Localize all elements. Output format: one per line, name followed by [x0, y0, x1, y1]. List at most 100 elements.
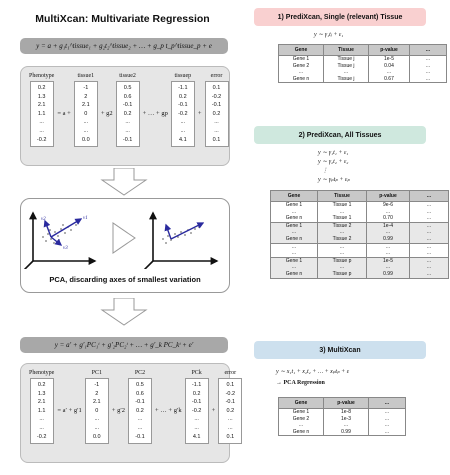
vector-cell: 0.2: [37, 85, 46, 91]
vector-cell: 4.1: [192, 433, 201, 440]
tissue1-column: tissue1 -1 2 2.1 0...... 0.0: [73, 72, 98, 148]
error-header: error: [224, 370, 237, 376]
column-header: Gene: [270, 190, 318, 202]
pca-caption: PCA, discarding axes of smallest variati…: [49, 275, 201, 284]
table-cell: Tissue 2: [317, 221, 367, 230]
vector-cell: 1.3: [37, 390, 46, 397]
pc2-header: PC2: [134, 370, 146, 376]
table-cell: ...: [270, 242, 318, 251]
ellipsis-gp-operator: + … + gp: [142, 110, 168, 118]
vector-cell: -1.1: [191, 382, 202, 388]
table-cell: ...: [368, 69, 410, 76]
transform-arrow-icon: [112, 222, 136, 254]
table-cell: ...: [366, 242, 410, 251]
table-row: Gene 2 1e-3...: [278, 415, 406, 423]
table-cell: ...: [366, 264, 410, 271]
section1-equation: y ∼ γ₁tⱼ + ε₁: [314, 32, 344, 38]
table-cell: 0.70: [366, 215, 410, 223]
vector-cell: 0.2: [226, 407, 235, 414]
pc1-column: PC1 -1 2 2.1 0...... 0.0: [84, 369, 109, 445]
table-cell: 0.99: [366, 270, 410, 279]
eigenvector-arrows-right: [164, 222, 205, 240]
table-cell: Tissue j: [323, 62, 369, 70]
phenotype-vector: 0.2 1.3 2.1 1.1...... -0.2: [29, 81, 54, 148]
table-cell: Tissue p: [317, 270, 367, 279]
section1-title: 1) PrediXcan, Single (relevant) Tissue: [277, 13, 403, 21]
tissuep-vector: -1.1 0.2 -0.1 -0.2...... 4.1: [170, 81, 195, 148]
table-cell: Gene n: [270, 235, 318, 244]
regression-equation-bar: y = a + g₁t₁^tissue₁ + g₂t₂^tissue₂ + … …: [20, 38, 228, 54]
table-cell: ...: [409, 69, 447, 76]
vector-cell: 0.2: [123, 110, 132, 117]
vector-cell: -0.2: [178, 110, 188, 117]
table-cell: 1e-3: [323, 415, 369, 423]
table-cell: ...: [317, 229, 367, 236]
vector-cell: 2.1: [37, 102, 46, 109]
table-row: ............: [270, 250, 449, 258]
table-cell: 0.67: [368, 75, 410, 84]
table-row: ............: [270, 242, 449, 251]
table-cell: 9e-6: [366, 201, 410, 209]
table-row: Gene n Tissue j 0.67...: [278, 75, 447, 84]
table-cell: Tissue j: [323, 55, 369, 63]
column-header: Tissue: [317, 190, 367, 202]
section2-eq3: y ∼ γₚtₚ + εₚ: [318, 177, 350, 183]
table-row: Gene n 0.99...: [278, 428, 406, 437]
vector-cell: 0.6: [136, 390, 144, 397]
section2-eq2: y ∼ γ₂t₂ + ε₂: [318, 159, 349, 165]
table-cell: Tissue 2: [317, 235, 367, 244]
table-cell: 0.99: [366, 235, 410, 244]
vector-cell: 0.2: [136, 407, 144, 414]
table-cell: ...: [409, 256, 449, 265]
table-row: ............: [270, 208, 449, 216]
equals-a-prime-operator: = a′ + g′1: [57, 407, 82, 415]
tissue-matrix-panel: Phenotype 0.2 1.3 2.1 1.1...... -0.2 = a + t…: [20, 66, 230, 166]
table-row: .........: [278, 422, 406, 429]
table-cell: 0.04: [368, 62, 410, 70]
table-cell: Gene 1: [278, 408, 324, 416]
table-cell: ...: [409, 215, 449, 223]
table-cell: Gene 1: [270, 201, 318, 209]
vector-cell: -0.2: [211, 93, 222, 100]
table-cell: 1e-8: [323, 408, 369, 416]
table-cell: Gene 1: [270, 256, 318, 265]
table-cell: Tissue j: [323, 75, 369, 84]
table-header-row: Gene p-value...: [278, 397, 406, 409]
vector-cell: ...: [214, 119, 219, 126]
table-row: Gene n Tissue 1 0.70...: [270, 215, 449, 223]
pc2-vector: 0.5 0.6 -0.1 0.2...... -0.1: [128, 378, 152, 445]
vector-cell: 2: [95, 390, 99, 397]
table-cell: 1e-5: [366, 256, 410, 265]
pck-header: PCk: [191, 370, 202, 376]
vector-cell: 0.2: [37, 382, 46, 388]
vector-cell: 2: [84, 93, 88, 100]
tissuep-column: tissuep -1.1 0.2 -0.1 -0.2...... 4.1: [170, 72, 195, 148]
table-row: Gene 1 Tissue j 1e-5...: [278, 55, 447, 63]
vector-cell: ...: [39, 119, 44, 126]
column-header: Gene: [278, 44, 324, 56]
column-header: Gene: [278, 397, 324, 409]
vector-cell: -0.2: [36, 136, 47, 143]
equals-a-operator: = a +: [57, 110, 71, 118]
table-row: Gene 1 1e-8...: [278, 408, 406, 416]
vector-cell: ...: [83, 119, 89, 126]
vector-cell: 0: [84, 110, 88, 117]
tissue1-header: tissue1: [77, 73, 95, 79]
section2-eq1: y ∼ γ₁t₁ + ε₁: [318, 150, 349, 156]
table-cell: ...: [366, 250, 410, 258]
vector-cell: 0.5: [123, 85, 132, 91]
table-cell: ...: [368, 408, 406, 416]
table-cell: ...: [278, 69, 324, 76]
phenotype-vector: 0.2 1.3 2.1 1.1...... -0.2: [29, 378, 54, 445]
vector-cell: -1: [83, 85, 89, 91]
vector-cell: 1.3: [37, 93, 46, 100]
table-cell: ...: [270, 229, 318, 236]
vector-cell: 4.1: [179, 136, 187, 143]
table-cell: ...: [270, 250, 318, 258]
vector-cell: ...: [180, 127, 186, 134]
vector-cell: -0.1: [178, 102, 188, 109]
column-header: ...: [368, 397, 406, 409]
table-row: ............: [270, 264, 449, 271]
table-cell: Tissue 1: [317, 201, 367, 209]
table-cell: ...: [368, 428, 406, 437]
